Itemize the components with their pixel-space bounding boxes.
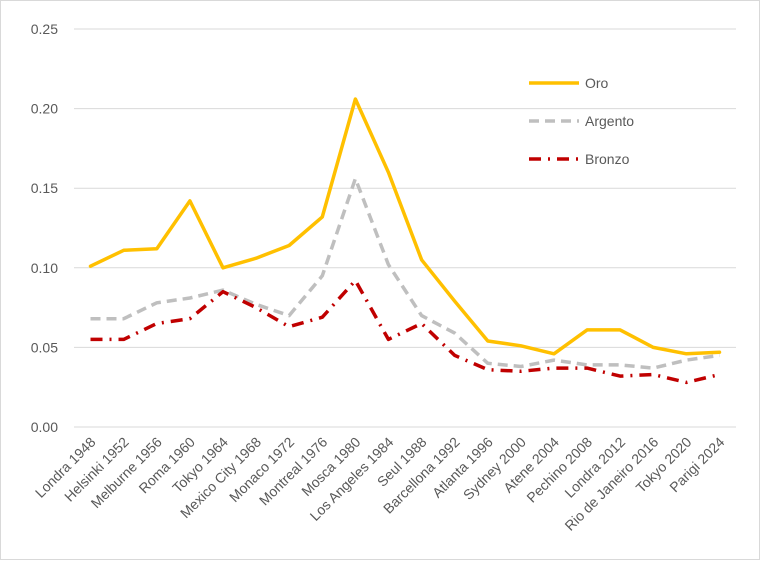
y-tick-label: 0.00 (31, 419, 58, 435)
legend-label-oro: Oro (585, 75, 609, 91)
gridlines (74, 29, 736, 427)
legend-label-argento: Argento (585, 113, 634, 129)
y-tick-label: 0.15 (31, 180, 58, 196)
series-lines (90, 99, 719, 383)
legend-label-bronzo: Bronzo (585, 151, 630, 167)
y-tick-label: 0.20 (31, 101, 58, 117)
y-axis-ticks: 0.00 0.05 0.10 0.15 0.20 0.25 (31, 21, 58, 435)
y-tick-label: 0.25 (31, 21, 58, 37)
y-tick-label: 0.10 (31, 260, 58, 276)
y-tick-label: 0.05 (31, 339, 58, 355)
legend: Oro Argento Bronzo (529, 75, 634, 167)
series-line-oro (91, 99, 720, 354)
